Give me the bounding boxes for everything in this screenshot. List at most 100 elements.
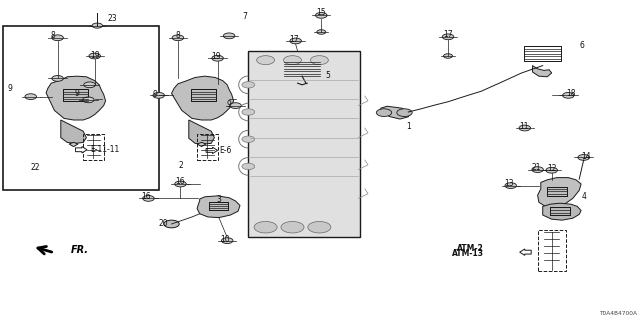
Text: 16: 16: [175, 177, 186, 186]
Text: 11: 11: [519, 122, 528, 131]
Polygon shape: [172, 76, 234, 120]
Text: E-6: E-6: [219, 146, 232, 155]
Text: 20: 20: [158, 219, 168, 228]
Circle shape: [284, 56, 301, 65]
Polygon shape: [76, 147, 87, 153]
Polygon shape: [61, 120, 86, 143]
Circle shape: [317, 30, 326, 34]
Text: 5: 5: [325, 71, 330, 80]
Polygon shape: [381, 106, 410, 119]
Bar: [538, 230, 566, 271]
Text: 7: 7: [242, 12, 247, 21]
Circle shape: [290, 38, 301, 44]
Text: 2: 2: [178, 161, 183, 170]
Circle shape: [89, 53, 100, 59]
Circle shape: [532, 167, 543, 172]
Circle shape: [281, 221, 304, 233]
Text: 13: 13: [504, 180, 514, 188]
Text: 8: 8: [50, 31, 55, 40]
Circle shape: [310, 56, 328, 65]
Text: 22: 22: [31, 163, 40, 172]
Text: FR.: FR.: [70, 244, 88, 255]
Circle shape: [444, 54, 452, 58]
Bar: [524, 46, 561, 61]
Text: 18: 18: [566, 89, 575, 98]
Circle shape: [242, 163, 255, 170]
Text: 23: 23: [107, 14, 117, 23]
Text: 3: 3: [216, 195, 221, 204]
Circle shape: [212, 55, 223, 61]
Text: 1: 1: [406, 122, 411, 131]
Text: ATM-13: ATM-13: [452, 249, 484, 258]
Polygon shape: [532, 66, 552, 77]
Circle shape: [52, 35, 63, 41]
Circle shape: [242, 136, 255, 142]
Bar: [248, 51, 360, 237]
Text: ATM-2: ATM-2: [457, 244, 484, 253]
Text: E-11-11: E-11-11: [90, 145, 120, 154]
Polygon shape: [46, 76, 106, 120]
Text: 14: 14: [580, 152, 591, 161]
Polygon shape: [538, 178, 581, 207]
Circle shape: [519, 125, 531, 131]
Bar: [83, 134, 104, 160]
Text: 12: 12: [547, 164, 556, 173]
Polygon shape: [197, 142, 206, 147]
Circle shape: [397, 109, 412, 116]
Circle shape: [546, 167, 557, 173]
Circle shape: [242, 82, 255, 88]
Bar: [63, 89, 88, 101]
Circle shape: [172, 35, 184, 41]
Polygon shape: [520, 249, 531, 255]
Text: 8: 8: [175, 31, 180, 40]
Polygon shape: [206, 147, 218, 154]
Polygon shape: [69, 142, 78, 147]
Circle shape: [84, 82, 95, 88]
Bar: [197, 134, 218, 160]
Circle shape: [254, 221, 277, 233]
Circle shape: [242, 109, 255, 115]
Text: 4: 4: [581, 192, 586, 201]
Text: 17: 17: [443, 30, 453, 39]
Circle shape: [153, 92, 164, 98]
Circle shape: [52, 76, 63, 81]
Text: 10: 10: [220, 236, 230, 244]
Circle shape: [257, 56, 275, 65]
Bar: [209, 203, 228, 211]
Circle shape: [83, 97, 94, 103]
Text: 21: 21: [532, 164, 541, 172]
Circle shape: [563, 92, 574, 98]
Circle shape: [308, 221, 331, 233]
Text: 6: 6: [580, 41, 585, 50]
Text: 17: 17: [289, 35, 300, 44]
Text: 9: 9: [74, 89, 79, 98]
Circle shape: [221, 238, 233, 244]
Circle shape: [175, 181, 186, 187]
Text: 19: 19: [90, 51, 100, 60]
Text: 16: 16: [141, 192, 151, 201]
Circle shape: [143, 196, 154, 201]
Bar: [547, 187, 567, 196]
Bar: [3, 26, 159, 190]
Text: 19: 19: [211, 52, 221, 61]
Circle shape: [223, 33, 235, 39]
Polygon shape: [197, 196, 240, 218]
Text: 15: 15: [316, 8, 326, 17]
Circle shape: [92, 23, 102, 28]
Circle shape: [316, 12, 327, 18]
Circle shape: [578, 155, 589, 160]
Circle shape: [442, 34, 454, 40]
Polygon shape: [543, 203, 581, 220]
Circle shape: [230, 103, 241, 108]
Circle shape: [164, 220, 179, 228]
Bar: [284, 61, 319, 76]
Bar: [191, 89, 216, 101]
Text: 9: 9: [152, 90, 157, 99]
Circle shape: [25, 94, 36, 100]
Text: 9: 9: [227, 100, 232, 109]
Text: 9: 9: [8, 84, 13, 93]
Circle shape: [376, 109, 392, 116]
Circle shape: [505, 183, 516, 188]
Polygon shape: [189, 120, 214, 144]
Bar: [550, 207, 570, 215]
